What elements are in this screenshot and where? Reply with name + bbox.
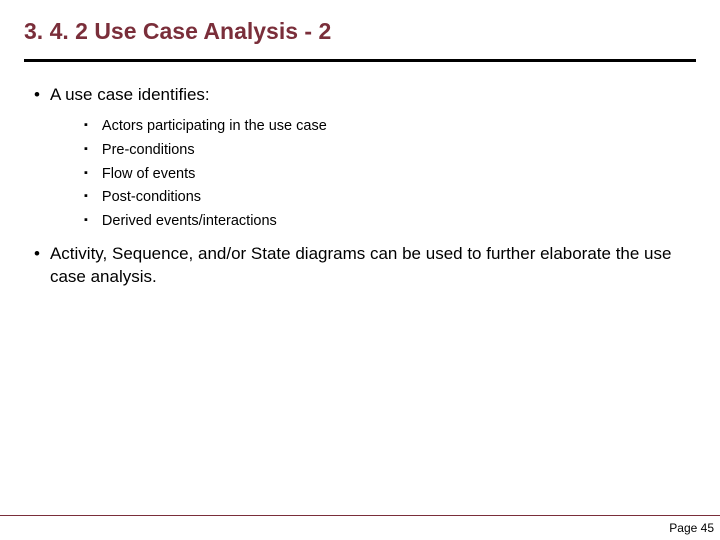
sub-bullet-mark: ▪ <box>84 188 88 206</box>
sub-bullet-item: ▪ Post-conditions <box>84 188 696 207</box>
sub-bullet-text: Pre-conditions <box>102 141 195 160</box>
bullet-item: • Activity, Sequence, and/or State diagr… <box>24 243 696 289</box>
bullet-text: A use case identifies: <box>50 84 210 107</box>
sub-bullet-mark: ▪ <box>84 212 88 230</box>
sub-bullet-text: Post-conditions <box>102 188 201 207</box>
title-divider <box>24 59 696 62</box>
sub-bullet-mark: ▪ <box>84 117 88 135</box>
sub-bullet-list: ▪ Actors participating in the use case ▪… <box>24 117 696 231</box>
sub-bullet-text: Flow of events <box>102 165 196 184</box>
sub-bullet-mark: ▪ <box>84 165 88 183</box>
sub-bullet-item: ▪ Derived events/interactions <box>84 212 696 231</box>
bullet-mark: • <box>34 243 40 266</box>
bullet-item: • A use case identifies: <box>24 84 696 107</box>
page-number: Page 45 <box>669 521 714 535</box>
slide: 3. 4. 2 Use Case Analysis - 2 • A use ca… <box>0 0 720 540</box>
sub-bullet-item: ▪ Flow of events <box>84 165 696 184</box>
sub-bullet-text: Derived events/interactions <box>102 212 277 231</box>
footer-divider <box>0 515 720 516</box>
sub-bullet-item: ▪ Actors participating in the use case <box>84 117 696 136</box>
bullet-text: Activity, Sequence, and/or State diagram… <box>50 243 696 289</box>
sub-bullet-mark: ▪ <box>84 141 88 159</box>
sub-bullet-item: ▪ Pre-conditions <box>84 141 696 160</box>
bullet-mark: • <box>34 84 40 107</box>
sub-bullet-text: Actors participating in the use case <box>102 117 327 136</box>
slide-title: 3. 4. 2 Use Case Analysis - 2 <box>24 18 696 45</box>
